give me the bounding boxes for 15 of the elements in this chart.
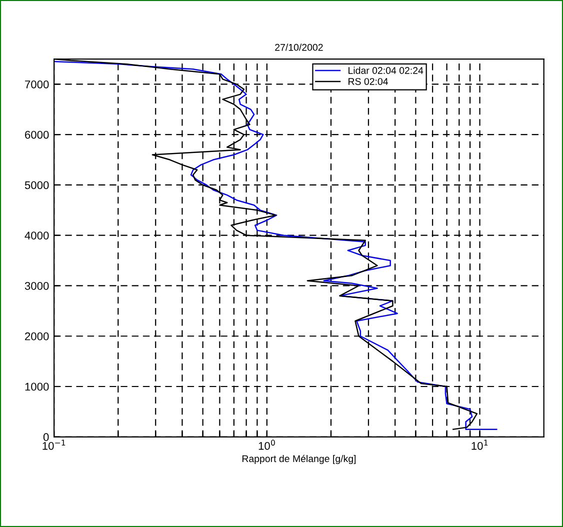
- y-tick-label: 3000: [24, 282, 49, 290]
- y-tick-label: 7000: [25, 80, 49, 88]
- legend-label: RS 02:04: [348, 78, 388, 85]
- y-tick-label: 2000: [25, 332, 49, 340]
- y-tick-label: 4000: [24, 232, 49, 240]
- y-tick-label: 1000: [25, 382, 49, 391]
- chart-title: 27/10/2002: [275, 44, 323, 51]
- x-tick-label: 10$^{1}$: [472, 440, 488, 450]
- y-tick-label: 0: [43, 433, 49, 442]
- y-tick-label: 6000: [25, 130, 49, 139]
- y-tick-label: 5000: [24, 181, 49, 190]
- x-tick-label: 10$^{−1}$: [42, 440, 66, 450]
- legend-label: Lidar 02:04 02:24: [348, 66, 424, 74]
- x-tick-label: 10$^{0}$: [258, 440, 275, 450]
- x-axis-title: Rapport de Mélange [g/kg]: [242, 454, 356, 464]
